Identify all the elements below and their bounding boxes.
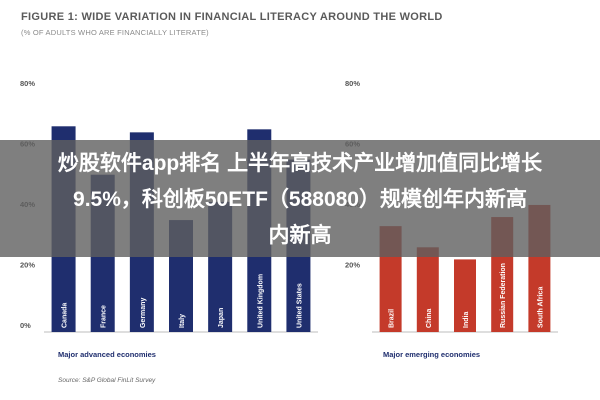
group-label: Major advanced economies — [58, 350, 156, 359]
category-label: Russian Federation — [500, 263, 507, 328]
category-label: Germany — [140, 298, 147, 328]
category-label: Brazil — [389, 309, 396, 328]
y-tick-label: 0% — [20, 321, 31, 330]
category-label: Japan — [218, 308, 225, 328]
category-label: United Kingdom — [257, 274, 264, 328]
group-label: Major emerging economies — [383, 350, 480, 359]
headline-text[interactable]: 炒股软件app排名 上半年高技术产业增加值同比增长 9.5%，科创板50ETF（… — [0, 146, 600, 254]
headline-line-1: 炒股软件app排名 上半年高技术产业增加值同比增长 — [57, 152, 543, 175]
chart-subtitle: (% OF ADULTS WHO ARE FINANCIALLY LITERAT… — [21, 28, 209, 37]
headline-line-3: 内新高 — [268, 224, 332, 247]
headline-line-2: 9.5%，科创板50ETF（588080）规模创年内新高 — [73, 188, 527, 211]
bar-india[interactable] — [454, 259, 476, 332]
category-label: South Africa — [537, 287, 544, 328]
chart-title: FIGURE 1: WIDE VARIATION IN FINANCIAL LI… — [21, 11, 443, 23]
y-tick-label: 80% — [20, 79, 35, 88]
category-label: Italy — [179, 314, 186, 328]
category-label: China — [426, 308, 433, 328]
source-note: Source: S&P Global FinLit Survey — [58, 377, 156, 384]
category-label: France — [101, 305, 108, 328]
y-tick-label: 20% — [20, 261, 35, 270]
bar-china[interactable] — [416, 247, 439, 332]
category-label: Canada — [62, 303, 69, 328]
category-label: United States — [296, 283, 303, 328]
y-tick-label: 80% — [345, 79, 360, 88]
y-tick-label: 20% — [345, 261, 360, 270]
headline-overlay — [0, 140, 600, 257]
category-label: India — [463, 312, 470, 328]
